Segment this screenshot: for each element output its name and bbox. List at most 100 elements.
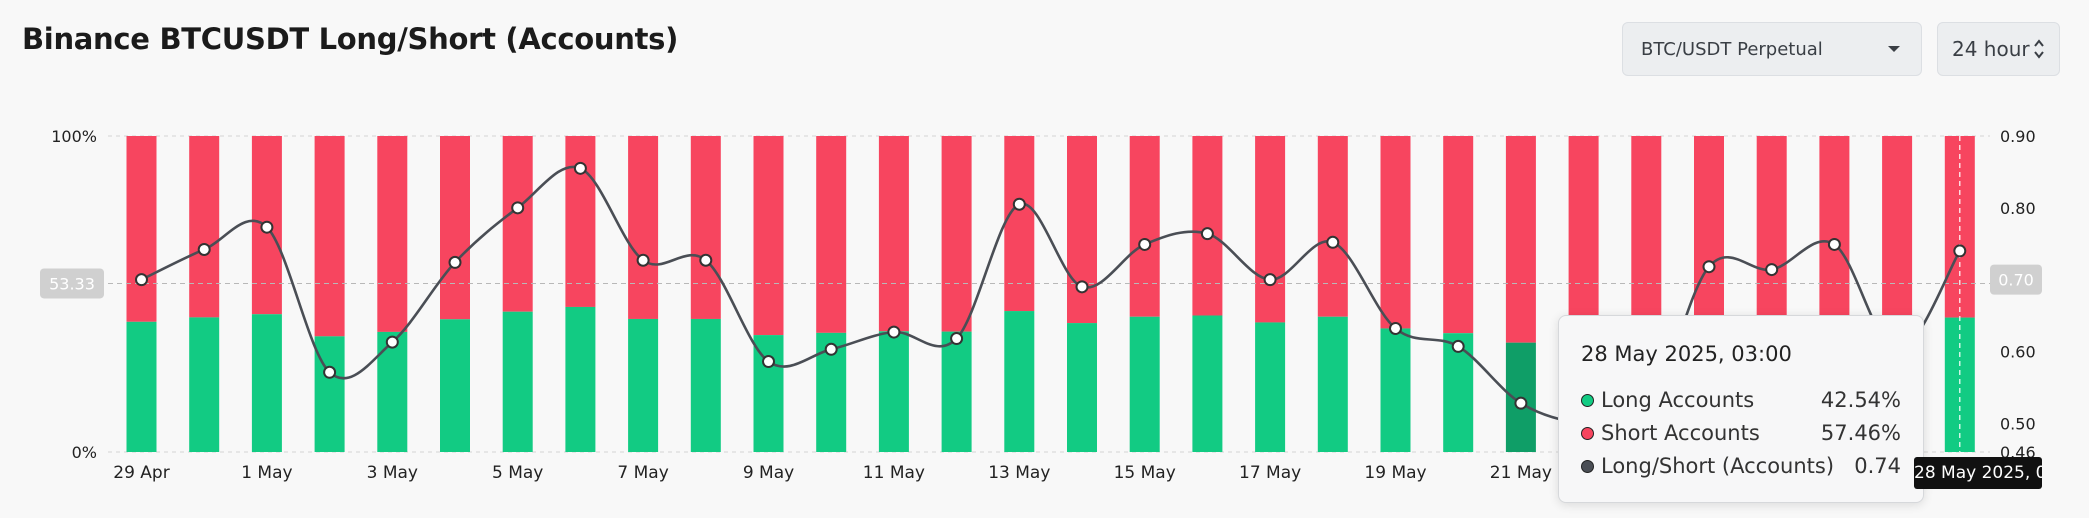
ratio-point xyxy=(1451,339,1465,353)
ratio-point xyxy=(1827,237,1841,251)
ratio-point xyxy=(323,365,337,379)
ratio-swatch-icon xyxy=(1581,459,1594,473)
short-bar xyxy=(878,136,909,332)
chart-title: Binance BTCUSDT Long/Short (Accounts) xyxy=(22,22,679,56)
ratio-point xyxy=(1953,244,1967,258)
short-bar xyxy=(1067,136,1097,324)
x-tick-label: 3 May xyxy=(367,463,418,483)
y-left-tick-label: 100% xyxy=(51,127,97,146)
long-bar xyxy=(440,319,470,452)
long-bar xyxy=(1129,316,1160,452)
short-bar xyxy=(440,136,470,320)
ratio-point xyxy=(448,255,462,269)
long-bar xyxy=(126,321,157,452)
short-bar xyxy=(1317,136,1348,317)
long-bar xyxy=(377,331,408,452)
ratio-point xyxy=(950,332,964,346)
long-bar xyxy=(941,331,972,452)
ratio-point xyxy=(824,342,838,356)
short-bar xyxy=(565,136,596,307)
ratio-point xyxy=(511,201,525,215)
long-bar xyxy=(189,317,220,452)
long-bar xyxy=(1944,317,1975,452)
short-bar xyxy=(502,136,533,312)
ratio-point xyxy=(1263,273,1277,287)
long-bar xyxy=(565,306,596,452)
y-left-tick-label: 0% xyxy=(72,443,97,462)
ratio-point xyxy=(1389,321,1402,335)
crosshair-left-badge xyxy=(40,268,104,299)
chevron-up-down-icon xyxy=(2034,39,2044,59)
short-bar xyxy=(816,136,847,333)
short-bar xyxy=(1192,136,1223,316)
ratio-point xyxy=(1326,235,1340,249)
tooltip-row-ratio: Long/Short (Accounts) 0.74 xyxy=(1581,454,1901,478)
short-swatch-icon xyxy=(1581,426,1594,440)
x-tick-label: 21 May xyxy=(1490,463,1552,483)
ratio-point xyxy=(887,325,901,339)
ratio-point xyxy=(636,253,650,267)
ratio-point xyxy=(1514,396,1528,410)
y-right-tick-label: 0.80 xyxy=(2000,199,2036,218)
tooltip-date: 28 May 2025, 03:00 xyxy=(1581,342,1792,366)
tooltip: 28 May 2025, 03:00 Long Accounts 42.54% … xyxy=(1558,315,1924,503)
long-bar xyxy=(502,311,533,452)
crosshair-right-value: 0.70 xyxy=(1998,271,2034,290)
tooltip-row-long: Long Accounts 42.54% xyxy=(1581,388,1901,412)
short-bar xyxy=(1694,136,1724,320)
short-bar xyxy=(1129,136,1160,317)
x-tick-label: 29 Apr xyxy=(113,463,169,483)
crosshair-right-badge xyxy=(1990,264,2042,295)
x-tick-label: 17 May xyxy=(1239,463,1301,483)
ratio-point xyxy=(762,355,775,369)
caret-down-icon xyxy=(1888,46,1900,52)
long-bar xyxy=(1004,311,1035,452)
short-bar xyxy=(1756,136,1787,321)
x-tick-label: 5 May xyxy=(492,463,543,483)
short-bar xyxy=(628,136,659,319)
short-bar xyxy=(1882,136,1913,321)
short-bar xyxy=(941,136,972,332)
x-tick-label: 15 May xyxy=(1114,463,1176,483)
ratio-point xyxy=(197,242,211,256)
tooltip-long-value: 42.54% xyxy=(1820,388,1901,412)
tooltip-long-label: Long Accounts xyxy=(1601,388,1755,412)
long-bar xyxy=(1380,328,1411,452)
x-tick-label: 7 May xyxy=(617,463,668,483)
ratio-point xyxy=(1200,227,1214,241)
tooltip-short-label: Short Accounts xyxy=(1601,421,1760,445)
ratio-point xyxy=(1075,280,1089,294)
long-bar xyxy=(1317,316,1348,452)
crosshair-left-value: 53.33 xyxy=(49,274,95,293)
ratio-point xyxy=(573,161,587,175)
short-bar xyxy=(1631,136,1662,345)
y-right-tick-label: 0.90 xyxy=(2000,127,2036,146)
ratio-point xyxy=(135,273,148,287)
long-bar xyxy=(251,314,282,452)
ratio-point xyxy=(1702,260,1716,274)
tooltip-short-value: 57.46% xyxy=(1820,421,1901,445)
pair-select-label: BTC/USDT Perpetual xyxy=(1641,38,1823,60)
ratio-point xyxy=(699,253,713,267)
ratio-point xyxy=(385,335,399,349)
short-bar xyxy=(1255,136,1286,323)
long-swatch-icon xyxy=(1581,393,1594,407)
ratio-point xyxy=(1138,237,1152,251)
short-bar xyxy=(1443,136,1474,334)
short-bar xyxy=(377,136,408,332)
hover-x-label: 28 May 2025, 03:00 xyxy=(1914,457,2042,489)
short-bar xyxy=(1004,136,1035,312)
long-bar xyxy=(1192,315,1223,452)
long-bar xyxy=(628,318,659,452)
ratio-point xyxy=(1765,263,1779,277)
short-bar xyxy=(1505,136,1536,343)
x-tick-label: 19 May xyxy=(1364,463,1426,483)
x-tick-label: 1 May xyxy=(241,463,292,483)
tooltip-ratio-label: Long/Short (Accounts) xyxy=(1601,454,1835,478)
long-bar xyxy=(1255,322,1286,452)
pair-select[interactable]: BTC/USDT Perpetual xyxy=(1622,22,1922,76)
short-bar xyxy=(1819,136,1850,317)
short-bar xyxy=(314,136,345,337)
interval-select[interactable]: 24 hour xyxy=(1937,22,2060,76)
